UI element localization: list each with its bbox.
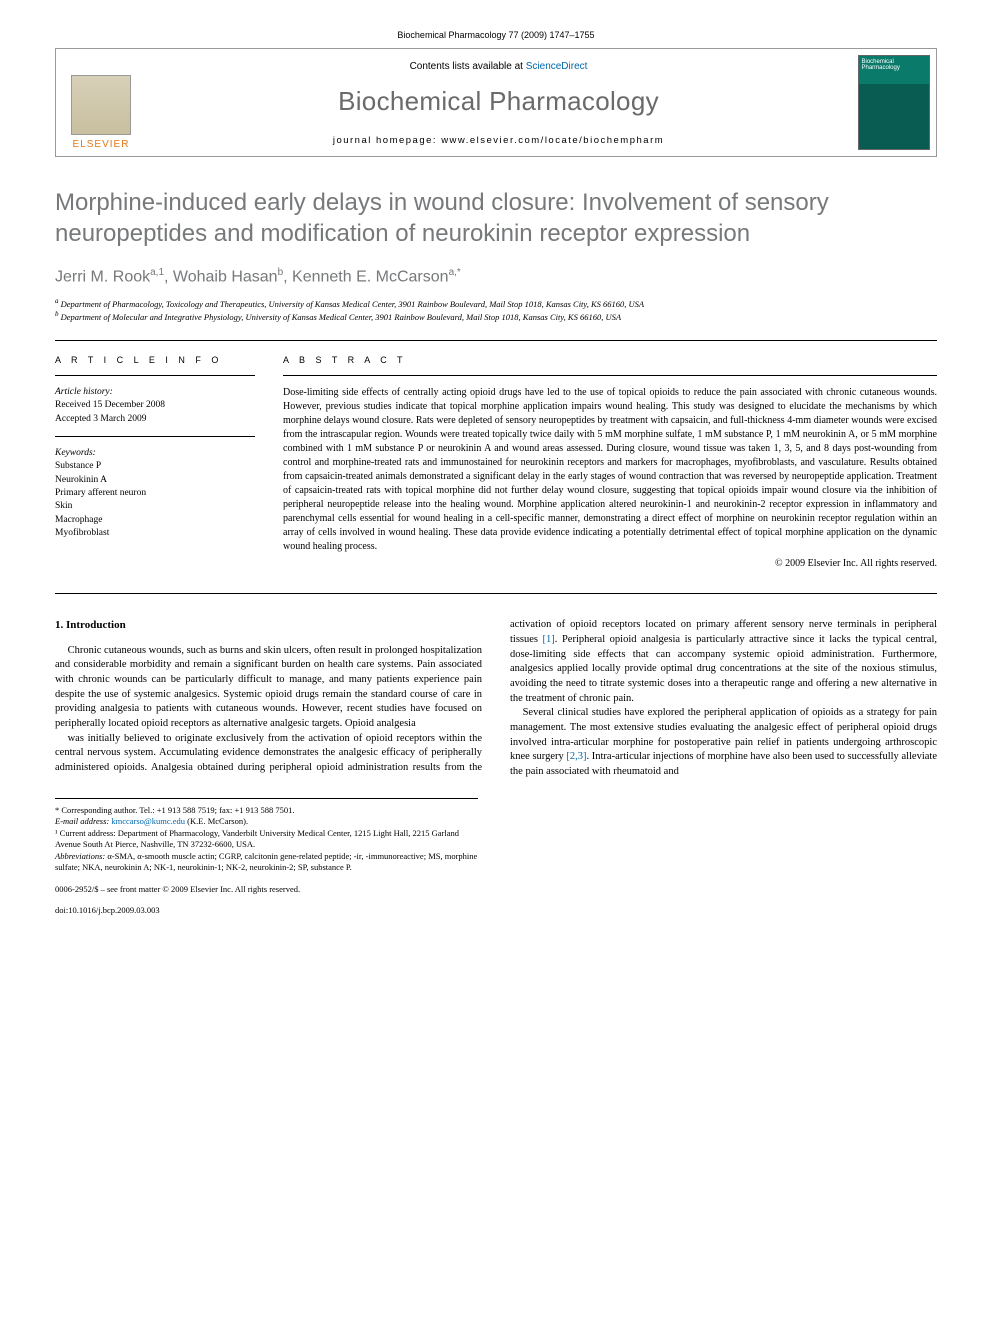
affiliations: a Department of Pharmacology, Toxicology… — [55, 297, 937, 324]
history-label: Article history: — [55, 386, 255, 399]
sciencedirect-link[interactable]: ScienceDirect — [526, 61, 588, 72]
keyword-0: Substance P — [55, 460, 255, 473]
footnotes: * Corresponding author. Tel.: +1 913 588… — [55, 798, 478, 917]
homepage-prefix: journal homepage: — [333, 135, 441, 146]
article-title: Morphine-induced early delays in wound c… — [55, 187, 937, 249]
author-3: Kenneth E. McCarson — [292, 269, 449, 286]
author-1: Jerri M. Rook — [55, 269, 150, 286]
rule-top — [55, 340, 937, 341]
contents-line: Contents lists available at ScienceDirec… — [154, 61, 843, 72]
history-received: Received 15 December 2008 — [55, 399, 255, 412]
homepage-url[interactable]: www.elsevier.com/locate/biochempharm — [441, 135, 664, 146]
keyword-4: Macrophage — [55, 514, 255, 527]
abstract-column: A B S T R A C T Dose-limiting side effec… — [283, 355, 937, 569]
rule-bottom — [55, 593, 937, 594]
contents-prefix: Contents lists available at — [410, 61, 526, 72]
intro-heading: 1. Introduction — [55, 618, 482, 633]
email-line: E-mail address: kmccarso@kumc.edu (K.E. … — [55, 816, 478, 827]
affiliation-b: b Department of Molecular and Integrativ… — [55, 310, 937, 324]
info-abstract-row: A R T I C L E I N F O Article history: R… — [55, 355, 937, 569]
abstract-rule — [283, 375, 937, 376]
ref-1[interactable]: [1] — [543, 634, 555, 645]
journal-name: Biochemical Pharmacology — [154, 86, 843, 117]
homepage-line: journal homepage: www.elsevier.com/locat… — [154, 135, 843, 146]
history-block: Article history: Received 15 December 20… — [55, 386, 255, 426]
corresponding-author: * Corresponding author. Tel.: +1 913 588… — [55, 805, 478, 816]
abstract-label: A B S T R A C T — [283, 355, 937, 365]
body-p1: Chronic cutaneous wounds, such as burns … — [55, 644, 482, 732]
author-3-sup: a,* — [449, 267, 461, 278]
journal-header-center: Contents lists available at ScienceDirec… — [146, 49, 851, 156]
journal-cover-icon — [858, 55, 930, 150]
front-matter: 0006-2952/$ – see front matter © 2009 El… — [55, 884, 478, 895]
cover-thumb-area — [851, 49, 936, 156]
info-rule-1 — [55, 375, 255, 376]
info-rule-2 — [55, 436, 255, 437]
keyword-2: Primary afferent neuron — [55, 487, 255, 500]
footnote-1: ¹ Current address: Department of Pharmac… — [55, 828, 478, 851]
article-info-label: A R T I C L E I N F O — [55, 355, 255, 365]
affiliation-a: a Department of Pharmacology, Toxicology… — [55, 297, 937, 311]
abstract-text: Dose-limiting side effects of centrally … — [283, 386, 937, 554]
author-2-sup: b — [278, 267, 284, 278]
author-1-sup: a,1 — [150, 267, 164, 278]
ref-2-3[interactable]: [2,3] — [566, 751, 586, 762]
keyword-3: Skin — [55, 500, 255, 513]
email-link[interactable]: kmccarso@kumc.edu — [111, 816, 185, 826]
elsevier-tree-icon — [71, 75, 131, 135]
publisher-logo-area: ELSEVIER — [56, 49, 146, 156]
body-columns: 1. Introduction Chronic cutaneous wounds… — [55, 618, 937, 780]
body-p3: Several clinical studies have explored t… — [510, 706, 937, 779]
keyword-1: Neurokinin A — [55, 474, 255, 487]
keyword-5: Myofibroblast — [55, 527, 255, 540]
doi: doi:10.1016/j.bcp.2009.03.003 — [55, 905, 478, 916]
authors-line: Jerri M. Rooka,1, Wohaib Hasanb, Kenneth… — [55, 267, 937, 286]
article-info-column: A R T I C L E I N F O Article history: R… — [55, 355, 255, 569]
journal-header-box: ELSEVIER Contents lists available at Sci… — [55, 48, 937, 157]
keywords-block: Keywords: Substance P Neurokinin A Prima… — [55, 447, 255, 540]
publisher-name: ELSEVIER — [73, 139, 130, 150]
author-2: Wohaib Hasan — [173, 269, 278, 286]
abbreviations: Abbreviations: α-SMA, α-smooth muscle ac… — [55, 851, 478, 874]
history-accepted: Accepted 3 March 2009 — [55, 413, 255, 426]
keywords-label: Keywords: — [55, 447, 255, 460]
abstract-copyright: © 2009 Elsevier Inc. All rights reserved… — [283, 558, 937, 569]
citation-line: Biochemical Pharmacology 77 (2009) 1747–… — [55, 30, 937, 40]
